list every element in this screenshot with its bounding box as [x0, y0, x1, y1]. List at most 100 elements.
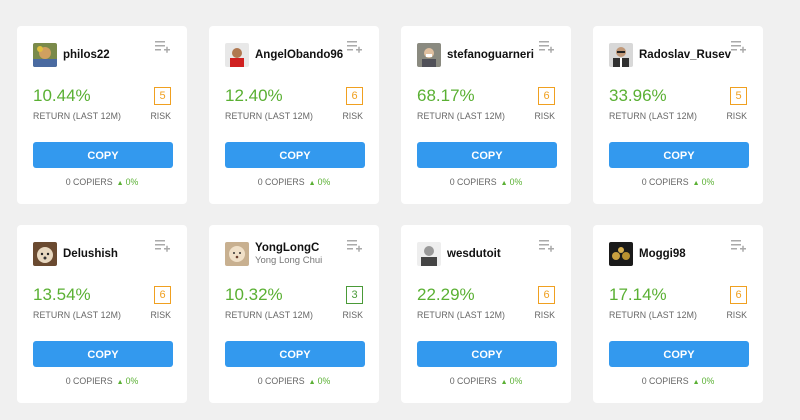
- copiers-count: 0 COPIERS: [65, 376, 113, 386]
- trader-header[interactable]: philos22: [33, 42, 110, 68]
- copiers-stats: 0 COPIERS ▲ 0%: [17, 177, 187, 187]
- trader-header[interactable]: stefanoguarneri: [417, 42, 534, 68]
- copiers-count: 0 COPIERS: [257, 376, 305, 386]
- trader-username[interactable]: philos22: [63, 48, 110, 61]
- trader-card[interactable]: YongLongC Yong Long Chui 10.32% RETURN (…: [209, 225, 379, 403]
- copy-button[interactable]: COPY: [417, 142, 557, 168]
- avatar[interactable]: [33, 242, 57, 266]
- trader-card[interactable]: philos22 10.44% RETURN (LAST 12M) 5 RISK…: [17, 26, 187, 204]
- risk-score-badge: 6: [346, 87, 363, 105]
- copy-button[interactable]: COPY: [609, 142, 749, 168]
- trader-card[interactable]: AngelObando96 12.40% RETURN (LAST 12M) 6…: [209, 26, 379, 204]
- return-label: RETURN (LAST 12M): [417, 310, 506, 320]
- triangle-up-icon: ▲: [500, 180, 508, 187]
- trader-username[interactable]: AngelObando96: [255, 48, 344, 61]
- return-label: RETURN (LAST 12M): [609, 310, 698, 320]
- trader-card[interactable]: wesdutoit 22.29% RETURN (LAST 12M) 6 RIS…: [401, 225, 571, 403]
- risk-score-badge: 5: [154, 87, 171, 105]
- copiers-count: 0 COPIERS: [641, 177, 689, 187]
- avatar[interactable]: [225, 43, 249, 67]
- triangle-up-icon: ▲: [308, 180, 316, 187]
- risk-score-badge: 6: [538, 286, 555, 304]
- trader-header[interactable]: wesdutoit: [417, 241, 501, 267]
- avatar[interactable]: [609, 242, 633, 266]
- add-to-list-icon[interactable]: [155, 239, 171, 253]
- copiers-change: 0%: [125, 376, 139, 386]
- trader-header[interactable]: Delushish: [33, 241, 118, 267]
- trader-header[interactable]: AngelObando96: [225, 42, 343, 68]
- add-to-list-icon[interactable]: [539, 40, 555, 54]
- copiers-change: 0%: [125, 177, 139, 187]
- avatar[interactable]: [609, 43, 633, 67]
- risk-label: RISK: [150, 111, 171, 121]
- trader-card[interactable]: Delushish 13.54% RETURN (LAST 12M) 6 RIS…: [17, 225, 187, 403]
- trader-username[interactable]: Delushish: [63, 247, 118, 260]
- avatar[interactable]: [33, 43, 57, 67]
- trader-username[interactable]: YongLongC: [255, 241, 320, 254]
- copiers-change: 0%: [701, 376, 715, 386]
- return-label: RETURN (LAST 12M): [417, 111, 506, 121]
- return-value: 10.32%: [225, 285, 283, 304]
- trader-username[interactable]: wesdutoit: [447, 247, 501, 260]
- risk-label: RISK: [726, 310, 747, 320]
- avatar[interactable]: [225, 242, 249, 266]
- copy-button[interactable]: COPY: [225, 341, 365, 367]
- add-to-list-icon[interactable]: [155, 40, 171, 54]
- risk-label: RISK: [150, 310, 171, 320]
- add-to-list-icon[interactable]: [347, 40, 363, 54]
- risk-label: RISK: [342, 111, 363, 121]
- avatar[interactable]: [417, 242, 441, 266]
- triangle-up-icon: ▲: [116, 180, 124, 187]
- return-value: 13.54%: [33, 285, 91, 304]
- copiers-stats: 0 COPIERS ▲ 0%: [209, 376, 379, 386]
- return-value: 12.40%: [225, 86, 283, 105]
- copy-button[interactable]: COPY: [417, 341, 557, 367]
- risk-score-badge: 6: [538, 87, 555, 105]
- trader-card[interactable]: Radoslav_Rusev 33.96% RETURN (LAST 12M) …: [593, 26, 763, 204]
- trader-header[interactable]: YongLongC Yong Long Chui: [225, 241, 322, 267]
- return-label: RETURN (LAST 12M): [33, 310, 122, 320]
- risk-score-badge: 3: [346, 286, 363, 304]
- trader-username[interactable]: stefanoguarneri: [447, 48, 534, 61]
- copy-button[interactable]: COPY: [609, 341, 749, 367]
- triangle-up-icon: ▲: [692, 379, 700, 386]
- triangle-up-icon: ▲: [116, 379, 124, 386]
- copy-button[interactable]: COPY: [225, 142, 365, 168]
- copiers-change: 0%: [509, 177, 523, 187]
- trader-full-name: Yong Long Chui: [255, 254, 323, 266]
- return-value: 10.44%: [33, 86, 91, 105]
- return-label: RETURN (LAST 12M): [225, 111, 314, 121]
- risk-label: RISK: [342, 310, 363, 320]
- trader-username[interactable]: Radoslav_Rusev: [639, 48, 732, 61]
- return-value: 17.14%: [609, 285, 667, 304]
- copy-button[interactable]: COPY: [33, 142, 173, 168]
- copiers-stats: 0 COPIERS ▲ 0%: [209, 177, 379, 187]
- copy-button[interactable]: COPY: [33, 341, 173, 367]
- add-to-list-icon[interactable]: [731, 40, 747, 54]
- copiers-count: 0 COPIERS: [65, 177, 113, 187]
- risk-score-badge: 6: [730, 286, 747, 304]
- copiers-stats: 0 COPIERS ▲ 0%: [593, 177, 763, 187]
- add-to-list-icon[interactable]: [539, 239, 555, 253]
- add-to-list-icon[interactable]: [347, 239, 363, 253]
- triangle-up-icon: ▲: [692, 180, 700, 187]
- risk-label: RISK: [534, 310, 555, 320]
- return-label: RETURN (LAST 12M): [609, 111, 698, 121]
- copiers-stats: 0 COPIERS ▲ 0%: [17, 376, 187, 386]
- trader-header[interactable]: Moggi98: [609, 241, 686, 267]
- add-to-list-icon[interactable]: [731, 239, 747, 253]
- trader-username[interactable]: Moggi98: [639, 247, 686, 260]
- return-label: RETURN (LAST 12M): [33, 111, 122, 121]
- trader-card[interactable]: Moggi98 17.14% RETURN (LAST 12M) 6 RISK …: [593, 225, 763, 403]
- trader-header[interactable]: Radoslav_Rusev: [609, 42, 731, 68]
- risk-label: RISK: [726, 111, 747, 121]
- copiers-count: 0 COPIERS: [257, 177, 305, 187]
- risk-score-badge: 6: [154, 286, 171, 304]
- copiers-change: 0%: [701, 177, 715, 187]
- avatar[interactable]: [417, 43, 441, 67]
- copiers-change: 0%: [509, 376, 523, 386]
- copiers-count: 0 COPIERS: [641, 376, 689, 386]
- return-label: RETURN (LAST 12M): [225, 310, 314, 320]
- trader-card[interactable]: stefanoguarneri 68.17% RETURN (LAST 12M)…: [401, 26, 571, 204]
